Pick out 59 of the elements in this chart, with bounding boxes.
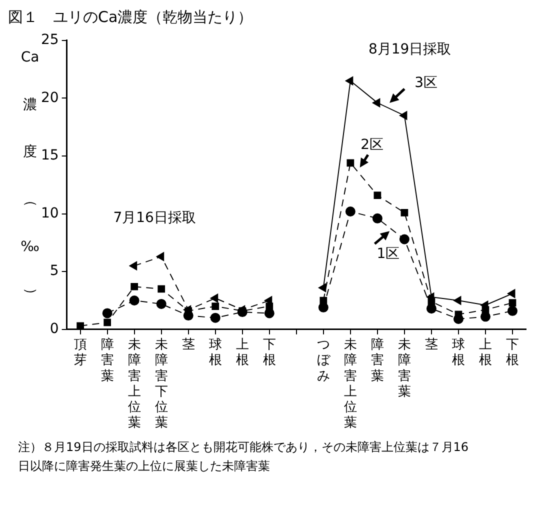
- x-tick-label: 茎: [424, 338, 438, 353]
- x-tick-label: 茎: [182, 338, 195, 353]
- text: 注）８月19日の採取試料は各区とも開花可能株であり，その未障害上位葉は７月16日以降に障害発生葉の上位に展葉した未障害葉: [17, 439, 470, 475]
- point: [156, 252, 164, 261]
- x-tick-label: 未障害上位葉: [344, 338, 357, 431]
- point: [507, 306, 518, 316]
- x-tick-label: 障害葉: [370, 338, 384, 384]
- point: [158, 285, 166, 293]
- point: [210, 294, 218, 303]
- point: [320, 296, 328, 304]
- x-tick-label: 障害葉: [100, 338, 114, 384]
- point: [374, 192, 382, 199]
- y-tick-label: 0: [50, 321, 59, 338]
- text: Ca濃度（‰）: [20, 49, 40, 302]
- x-tick-label: 頂芽: [74, 338, 87, 368]
- annotation: 1区: [376, 246, 400, 262]
- y-tick-label: 15: [40, 148, 59, 164]
- annotation: 8月19日採取: [368, 41, 452, 58]
- point: [76, 322, 84, 330]
- x-tick-label: 未障害葉: [398, 338, 411, 400]
- point: [346, 159, 354, 167]
- point: [508, 299, 516, 306]
- chart-title: 図１ ユリのCa濃度（乾物当たり）: [8, 8, 254, 27]
- annotation: 2区: [360, 137, 384, 154]
- point: [130, 282, 138, 290]
- point: [212, 302, 220, 310]
- point: [372, 98, 380, 108]
- y-tick-label: 20: [40, 90, 59, 106]
- point: [318, 302, 328, 312]
- x-tick-label: つぼみ: [316, 338, 331, 384]
- point: [210, 312, 220, 323]
- point: [372, 213, 382, 224]
- x-tick-label: 球根: [208, 338, 222, 368]
- point: [102, 308, 112, 318]
- point: [453, 296, 462, 305]
- point: [345, 206, 356, 216]
- x-tick-label: 未障害下位葉: [154, 338, 168, 431]
- annotation: 7月16日採取: [113, 210, 196, 226]
- point: [400, 208, 408, 216]
- annotation: 3区: [414, 74, 438, 91]
- x-tick-label: 球根: [452, 338, 465, 368]
- point: [266, 302, 274, 310]
- point: [399, 111, 408, 120]
- point: [345, 76, 354, 86]
- point: [318, 283, 326, 292]
- x-tick-label: 上根: [478, 338, 492, 368]
- x-tick-label: 下根: [506, 338, 519, 368]
- y-tick-label: 5: [50, 263, 59, 280]
- point: [129, 261, 138, 270]
- y-tick-label: 10: [40, 205, 59, 222]
- x-tick-label: 未障害上位葉: [128, 338, 141, 431]
- point: [507, 289, 516, 298]
- y-tick-label: 25: [40, 32, 59, 48]
- point: [399, 234, 410, 244]
- x-tick-label: 下根: [262, 338, 276, 368]
- point: [104, 318, 112, 326]
- point: [156, 298, 166, 309]
- x-tick-label: 上根: [236, 338, 249, 368]
- point: [129, 296, 140, 306]
